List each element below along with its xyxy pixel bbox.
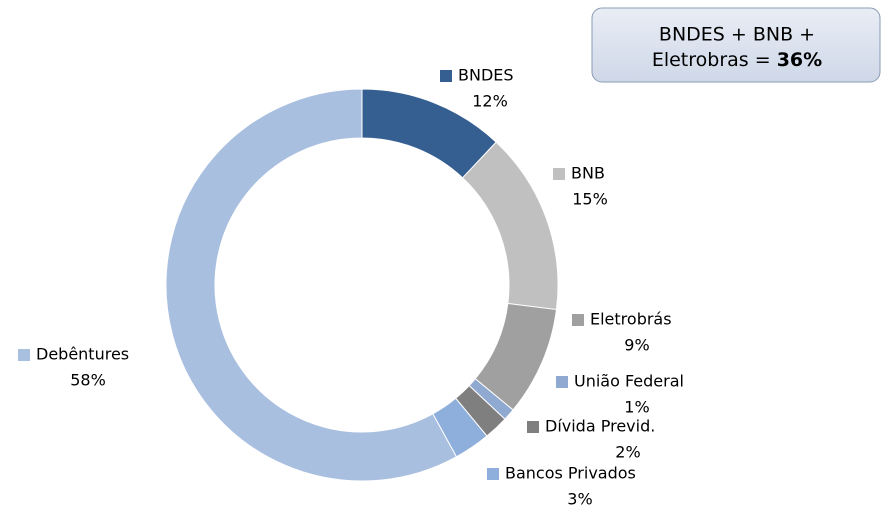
donut-slice	[461, 141, 559, 311]
annotation-line: BNDES + BNB +	[659, 24, 815, 46]
legend-swatch	[556, 376, 568, 388]
donut-slice	[165, 88, 458, 482]
slice-label: Debêntures	[36, 345, 129, 364]
slice-value: 58%	[70, 371, 106, 390]
annotation-text: Eletrobras =	[652, 49, 771, 71]
legend-swatch	[18, 349, 30, 361]
legend-swatch	[487, 468, 499, 480]
annotation-box	[591, 7, 881, 83]
legend-swatch	[527, 421, 539, 433]
slice-value: 9%	[624, 336, 649, 355]
slice-label: BNB	[571, 164, 605, 183]
slice-value: 1%	[624, 398, 649, 417]
slice-value: 2%	[615, 443, 640, 462]
annotation-highlight: 36%	[777, 49, 822, 71]
slice-value: 3%	[567, 490, 592, 506]
legend-swatch	[572, 314, 584, 326]
annotation-line: Eletrobras = 36%	[652, 49, 822, 71]
legend-swatch	[553, 168, 565, 180]
slice-label: BNDES	[458, 66, 514, 85]
slice-label: União Federal	[574, 372, 684, 391]
slice-label: Eletrobrás	[590, 310, 672, 329]
legend-swatch	[440, 70, 452, 82]
slice-label: Bancos Privados	[505, 464, 636, 483]
slice-value: 12%	[472, 92, 508, 111]
slice-label: Dívida Previd.	[545, 417, 655, 436]
slice-value: 15%	[572, 190, 608, 209]
